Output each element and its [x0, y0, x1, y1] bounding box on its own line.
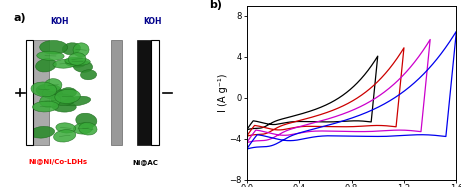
Text: a): a)	[14, 13, 26, 23]
Y-axis label: I (A g⁻¹): I (A g⁻¹)	[218, 73, 228, 112]
Ellipse shape	[73, 60, 93, 72]
Ellipse shape	[68, 53, 86, 65]
Ellipse shape	[42, 88, 62, 99]
Ellipse shape	[37, 51, 64, 61]
Bar	[34, 40, 49, 145]
Ellipse shape	[53, 59, 78, 68]
Text: b): b)	[209, 0, 222, 10]
Ellipse shape	[62, 43, 81, 55]
Text: Separator: Separator	[113, 75, 118, 110]
Ellipse shape	[55, 89, 80, 103]
Ellipse shape	[40, 94, 61, 108]
Bar	[151, 40, 159, 145]
Ellipse shape	[65, 59, 85, 67]
Ellipse shape	[51, 94, 75, 105]
Bar	[137, 40, 151, 145]
Polygon shape	[111, 40, 122, 145]
Ellipse shape	[53, 130, 76, 142]
Ellipse shape	[81, 70, 97, 80]
Ellipse shape	[35, 59, 56, 72]
Ellipse shape	[52, 102, 76, 112]
Text: KOH: KOH	[143, 17, 162, 26]
Ellipse shape	[44, 79, 62, 92]
Text: Ni@AC: Ni@AC	[133, 159, 159, 165]
Ellipse shape	[56, 123, 76, 133]
Ellipse shape	[40, 40, 68, 54]
Ellipse shape	[76, 113, 97, 128]
Ellipse shape	[64, 96, 91, 106]
Text: KOH: KOH	[51, 17, 69, 26]
Ellipse shape	[65, 57, 90, 65]
Ellipse shape	[30, 126, 55, 138]
Ellipse shape	[79, 122, 97, 135]
Ellipse shape	[31, 82, 57, 97]
Ellipse shape	[73, 123, 93, 134]
Ellipse shape	[33, 101, 59, 112]
Bar	[26, 40, 34, 145]
Text: Ni@Ni/Co-LDHs: Ni@Ni/Co-LDHs	[28, 159, 87, 165]
Ellipse shape	[36, 84, 61, 96]
Ellipse shape	[73, 43, 89, 57]
Ellipse shape	[60, 88, 77, 97]
